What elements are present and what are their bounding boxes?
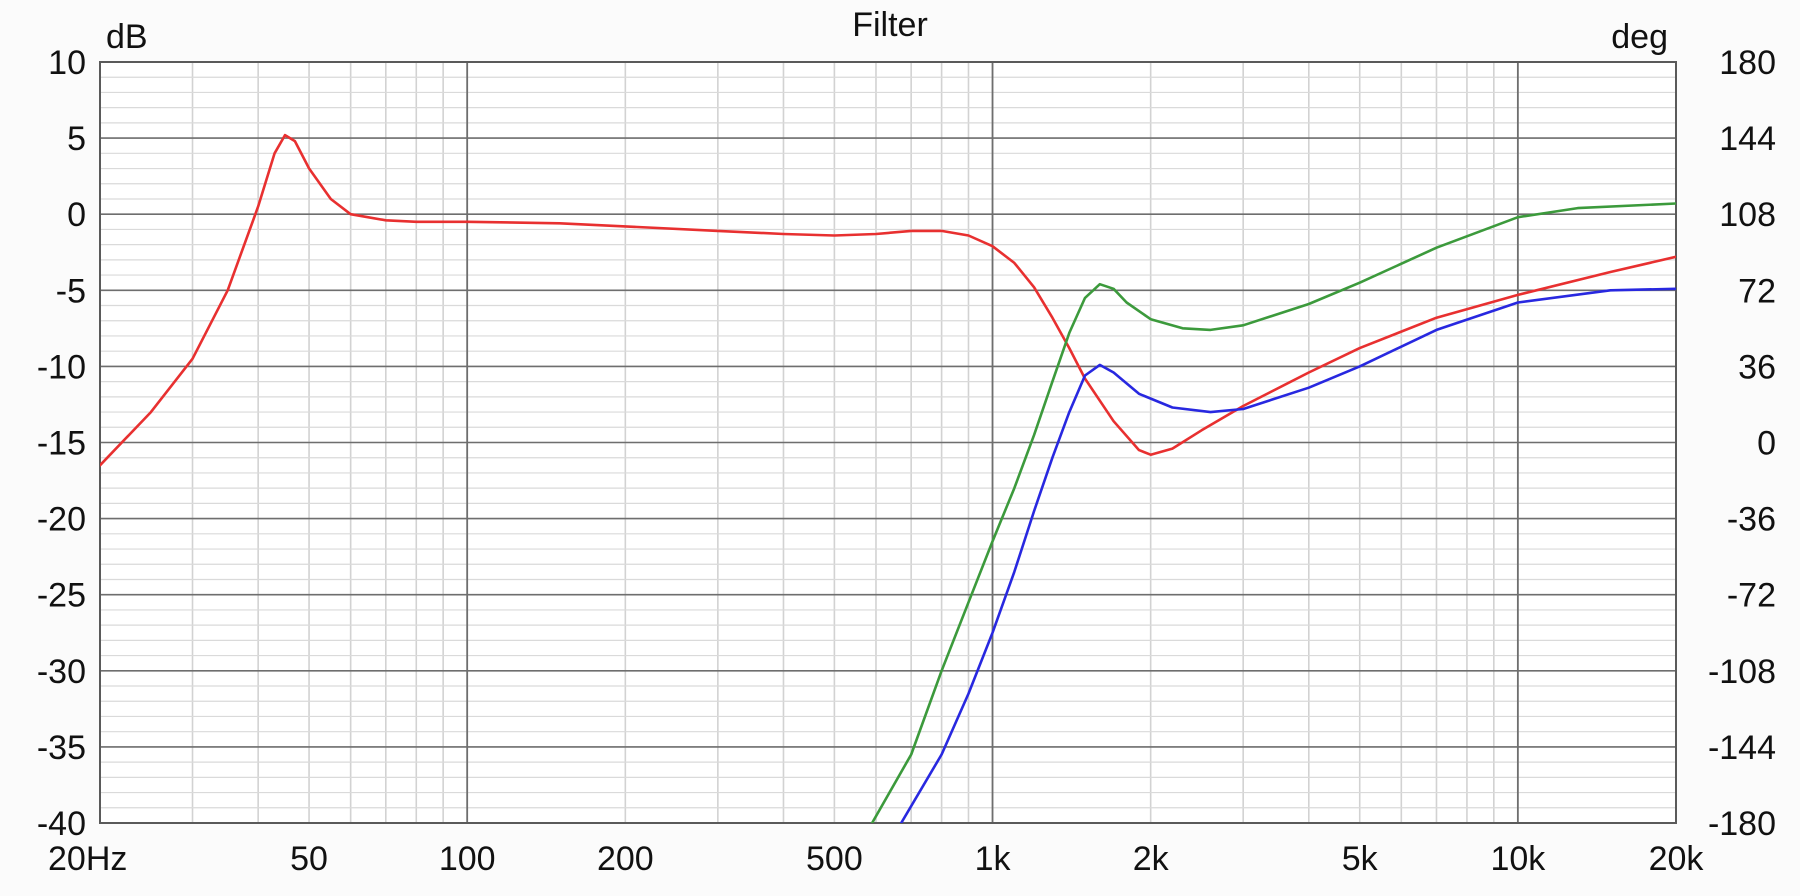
y-right-tick-label: 36 xyxy=(1738,348,1776,386)
y-left-tick-label: -20 xyxy=(37,501,86,539)
series-line-1 xyxy=(100,133,1676,467)
y-left-tick-label: 0 xyxy=(67,196,86,234)
x-tick-label: 50 xyxy=(290,840,328,878)
y-right-tick-label: -108 xyxy=(1708,653,1776,691)
x-tick-label: 500 xyxy=(806,840,863,878)
y-left-tick-label: -10 xyxy=(37,348,86,386)
y-right-tick-label: -180 xyxy=(1708,805,1776,843)
x-tick-label: 1k xyxy=(975,840,1012,878)
x-tick-label: 10k xyxy=(1490,840,1546,878)
y-right-tick-label: 180 xyxy=(1719,44,1776,82)
series-line-2 xyxy=(870,202,1676,823)
x-tick-label: 100 xyxy=(439,840,496,878)
y-right-tick-label: -72 xyxy=(1727,577,1776,615)
grid xyxy=(99,61,1677,824)
x-tick-label: 20Hz xyxy=(48,840,127,878)
y-left-tick-label: 10 xyxy=(48,44,86,82)
series-group xyxy=(100,133,1676,823)
series-line-3 xyxy=(899,287,1676,823)
y-right-tick-label: -144 xyxy=(1708,729,1776,767)
x-tick-label: 2k xyxy=(1133,840,1170,878)
x-tick-label: 5k xyxy=(1342,840,1379,878)
y-left-tick-label: -5 xyxy=(56,272,86,310)
y-right-tick-label: 108 xyxy=(1719,196,1776,234)
x-tick-label: 20k xyxy=(1649,840,1705,878)
labels: Filter dB deg 20Hz 50 100 200 500 1k 2k 5k 10k 20… xyxy=(37,6,1776,878)
plot-frame xyxy=(99,61,1677,824)
y-left-tick-label: -40 xyxy=(37,805,86,843)
y-left-tick-label: 5 xyxy=(67,120,86,158)
x-tick-label: 200 xyxy=(597,840,654,878)
y-left-tick-label: -35 xyxy=(37,729,86,767)
chart-title: Filter xyxy=(852,6,928,44)
y-right-tick-label: 0 xyxy=(1757,425,1776,463)
y-right-tick-label: 72 xyxy=(1738,272,1776,310)
y-left-unit-label: dB xyxy=(106,18,148,56)
y-left-tick-label: -15 xyxy=(37,425,86,463)
y-right-tick-label: 144 xyxy=(1719,120,1776,158)
y-right-unit-label: deg xyxy=(1611,18,1668,56)
y-left-tick-label: -30 xyxy=(37,653,86,691)
y-right-tick-label: -36 xyxy=(1727,501,1776,539)
y-left-tick-label: -25 xyxy=(37,577,86,615)
